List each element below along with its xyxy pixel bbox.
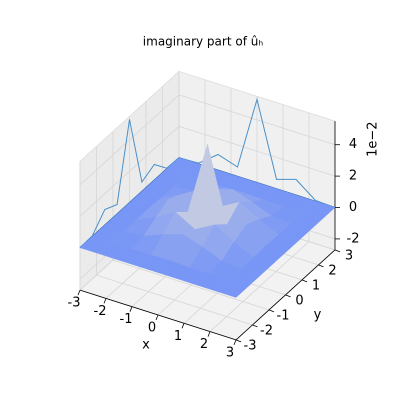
- y-tick: [235, 339, 242, 343]
- y-tick-label: -2: [260, 323, 273, 338]
- y-tick-label: 1: [312, 278, 320, 293]
- chart-title: imaginary part of ûₕ: [143, 35, 264, 49]
- grid-line: [96, 274, 253, 326]
- x-axis-label: x: [142, 338, 150, 353]
- x-tick: [233, 339, 237, 346]
- grid-line: [79, 126, 180, 217]
- grid-line: [112, 259, 270, 311]
- y-tick-label: -1: [277, 308, 290, 323]
- x-tick-label: -1: [120, 312, 133, 327]
- axis-line: [79, 289, 237, 341]
- z-tick-label: 4: [349, 137, 357, 152]
- x-tick-label: 3: [226, 345, 234, 360]
- y-tick-label: 3: [345, 248, 353, 263]
- projection-curve: [79, 119, 180, 249]
- grid-line: [79, 94, 180, 186]
- y-tick: [334, 249, 341, 253]
- y-tick-label: 0: [295, 293, 303, 308]
- grid-line: [178, 94, 336, 146]
- z-offset-label: 1e−2: [366, 121, 381, 156]
- x-tick-label: -3: [68, 296, 81, 311]
- y-tick-label: 2: [328, 263, 336, 278]
- z-tick-label: 2: [349, 169, 357, 184]
- x-tick: [129, 306, 133, 312]
- x-tick: [181, 323, 185, 329]
- x-tick-label: 1: [174, 329, 182, 344]
- x-tick: [207, 331, 211, 337]
- x-tick: [77, 289, 81, 296]
- grid-line: [178, 125, 336, 177]
- x-tick: [155, 314, 159, 321]
- z-tick-label: -2: [347, 231, 360, 246]
- surface-patch: [216, 279, 249, 298]
- y-tick-label: -3: [244, 338, 257, 353]
- y-tick: [318, 264, 324, 268]
- y-tick: [252, 324, 258, 328]
- y-axis-label: y: [314, 307, 322, 322]
- x-tick-label: 2: [200, 337, 208, 352]
- x-tick-label: 0: [148, 321, 156, 336]
- x-tick-label: -2: [94, 304, 107, 319]
- y-tick: [285, 294, 291, 298]
- y-tick: [268, 309, 275, 313]
- y-tick: [301, 279, 308, 283]
- axis-line: [235, 249, 336, 341]
- z-tick-label: 0: [349, 200, 357, 215]
- x-tick: [103, 298, 107, 304]
